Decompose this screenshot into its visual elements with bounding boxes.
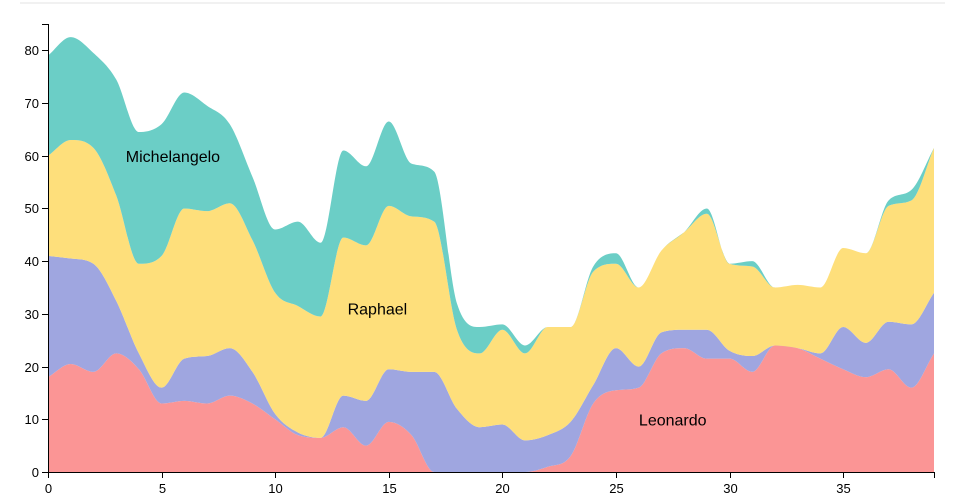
- y-tick-label: 60: [25, 149, 39, 164]
- y-tick-label: 10: [25, 412, 39, 427]
- series-label-michelangelo: Michelangelo: [126, 149, 220, 166]
- y-axis: 0 10 20 30 40 50 60 70 80: [25, 24, 49, 480]
- series-label-raphael: Raphael: [348, 302, 408, 319]
- y-tick-label: 0: [32, 465, 39, 480]
- y-axis-line: [42, 24, 49, 473]
- x-tick-label: 0: [45, 481, 52, 496]
- x-tick-label: 30: [723, 481, 737, 496]
- x-axis-line: [48, 472, 935, 478]
- x-tick-label: 20: [495, 481, 509, 496]
- x-tick-label: 5: [159, 481, 166, 496]
- series-labels: Leonardo Raphael Michelangelo: [126, 149, 707, 430]
- x-tick-label: 15: [382, 481, 396, 496]
- series-label-leonardo: Leonardo: [639, 412, 707, 429]
- x-axis: 0 5 10 15 20 25 30 35: [45, 472, 935, 496]
- top-divider: [20, 2, 945, 4]
- area-series-michelangelo: [48, 37, 934, 354]
- area-series-raphael: [48, 139, 934, 441]
- y-tick-label: 20: [25, 360, 39, 375]
- x-tick-label: 10: [268, 481, 282, 496]
- x-tick-label: 35: [836, 481, 850, 496]
- y-tick-label: 80: [25, 43, 39, 58]
- area-layers: [48, 37, 934, 472]
- area-series-layer-1: [48, 255, 934, 472]
- area-series-leonardo: [48, 345, 934, 472]
- y-tick-label: 40: [25, 254, 39, 269]
- y-tick-label: 70: [25, 96, 39, 111]
- x-tick-label: 25: [609, 481, 623, 496]
- y-tick-label: 50: [25, 201, 39, 216]
- y-tick-label: 30: [25, 307, 39, 322]
